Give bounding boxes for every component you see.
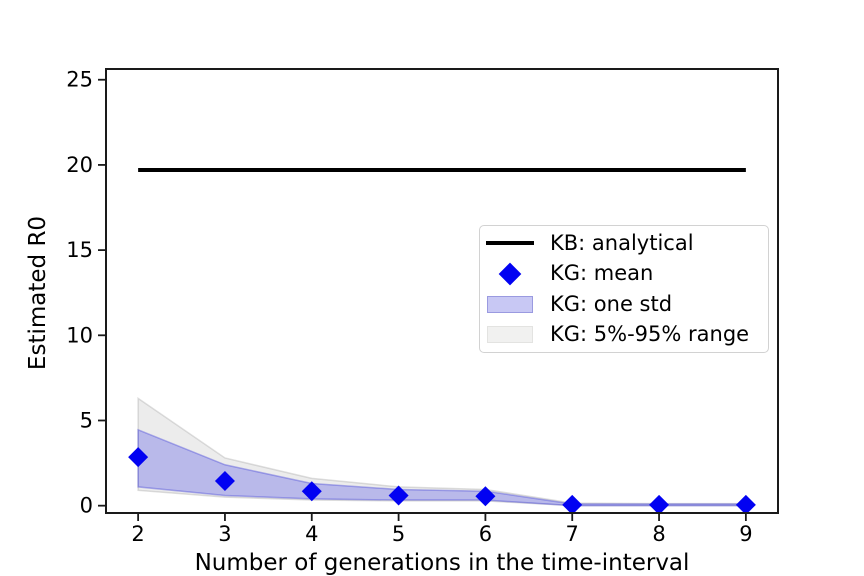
legend-item-std: KG: one std [486,289,760,320]
mean-point [735,494,756,515]
legend-item-mean: KG: mean [486,259,760,290]
x-tick-label: 6 [479,522,492,546]
mean-point [649,494,670,515]
y-tick-label: 10 [66,323,93,347]
mean-point [388,485,409,506]
plot-border [105,68,779,514]
x-tick-label: 3 [218,522,231,546]
x-tick-label: 2 [131,522,144,546]
mean-point [562,494,583,515]
legend-label: KB: analytical [550,230,694,255]
legend-label: KG: one std [550,291,673,316]
std-band-patch-icon [486,295,534,313]
mean-point [214,470,235,491]
x-tick-label: 5 [392,522,405,546]
x-tick-label: 7 [566,522,579,546]
mean-point [301,481,322,502]
y-tick-label: 25 [66,68,93,92]
y-tick-label: 20 [66,153,93,177]
legend-item-range: KG: 5%-95% range [486,320,760,351]
legend: KB: analytical KG: mean KG: one std KG: … [479,225,769,353]
legend-label: KG: mean [550,261,654,286]
range-band-patch-icon [486,326,534,344]
legend-item-analytical: KB: analytical [486,228,760,259]
y-axis-label: Estimated R0 [25,215,51,371]
y-tick-label: 15 [66,238,93,262]
legend-label: KG: 5%-95% range [550,322,750,347]
x-tick-label: 9 [739,522,752,546]
std-band [137,428,747,507]
x-tick-label: 8 [652,522,665,546]
y-tick-label: 0 [80,494,93,518]
analytical-line-icon [486,241,534,246]
mean-point [128,447,149,468]
y-tick-label: 5 [80,408,93,432]
mean-point [475,486,496,507]
x-tick-label: 4 [305,522,318,546]
diamond-marker-icon [486,262,534,286]
x-axis-label: Number of generations in the time-interv… [194,550,690,576]
